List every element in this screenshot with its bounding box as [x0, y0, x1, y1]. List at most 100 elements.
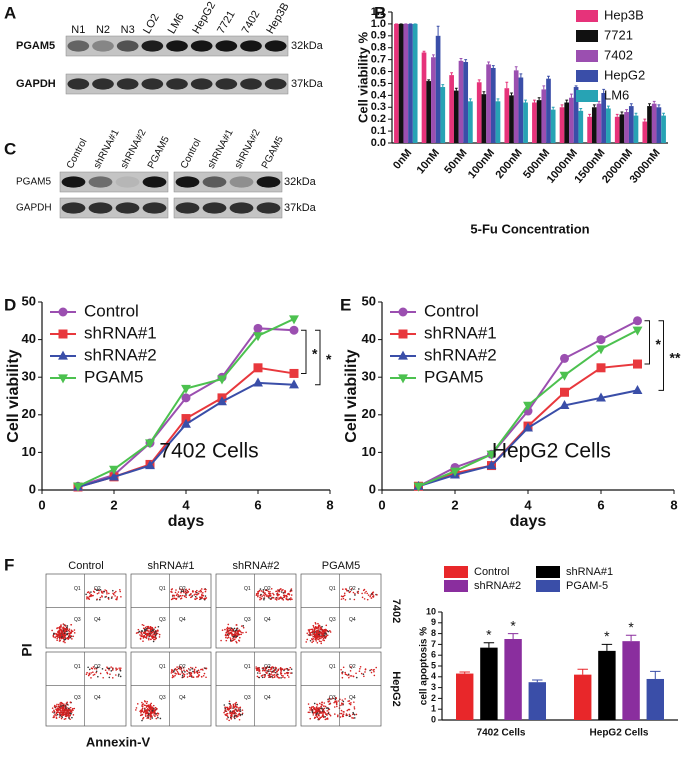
- x-tick-label: 8: [670, 497, 677, 512]
- flow-dot: [147, 627, 150, 630]
- point: [486, 460, 497, 470]
- flow-dot: [65, 709, 68, 712]
- flow-dot: [170, 598, 173, 601]
- flow-dot: [68, 707, 70, 710]
- flow-dot: [375, 666, 378, 669]
- flow-dot: [353, 598, 356, 601]
- flow-dot: [141, 713, 143, 716]
- y-tick-label: 0.5: [371, 77, 386, 89]
- flow-dot: [317, 713, 320, 716]
- flow-dot: [281, 668, 283, 670]
- flow-dot: [261, 674, 264, 677]
- flow-dot: [342, 666, 345, 669]
- flow-dot: [259, 598, 261, 601]
- x-axis-label: days: [510, 513, 547, 530]
- point: [633, 316, 642, 326]
- flow-dot: [373, 674, 376, 677]
- flow-dot: [268, 676, 270, 678]
- flow-dot: [147, 638, 150, 641]
- flow-dot: [142, 624, 145, 627]
- flow-dot: [268, 674, 271, 677]
- blot-band: [256, 202, 281, 214]
- y-tick-label: 50: [22, 293, 36, 308]
- bar: [633, 115, 639, 143]
- flow-dot: [55, 716, 58, 719]
- legend-swatch: [536, 580, 560, 592]
- flow-dot: [315, 640, 318, 642]
- flow-dot: [73, 632, 76, 634]
- flow-dot: [137, 631, 139, 634]
- flow-dot: [235, 640, 237, 643]
- flow-dot: [200, 591, 202, 593]
- flow-dot: [279, 667, 282, 669]
- point: [73, 482, 83, 492]
- flow-dot: [277, 593, 279, 596]
- blot-band: [67, 40, 90, 52]
- flow-dot: [141, 701, 143, 704]
- flow-dot: [326, 634, 329, 636]
- flow-dot: [107, 596, 110, 599]
- bar: [559, 107, 565, 143]
- flow-dot: [150, 711, 153, 714]
- flow-dot: [349, 670, 352, 672]
- flow-dot: [285, 596, 288, 598]
- flow-dot: [231, 639, 234, 642]
- flow-dot: [97, 592, 100, 594]
- flow-dot: [53, 715, 55, 717]
- quadrant-label: Q2: [349, 586, 356, 592]
- significance: *: [656, 336, 662, 352]
- flow-dot: [186, 589, 189, 592]
- flow-dot: [66, 630, 68, 633]
- error-bar: [507, 633, 519, 639]
- flow-dot: [70, 629, 73, 632]
- bar: [546, 78, 551, 143]
- flow-dot: [186, 673, 189, 675]
- flow-dot: [231, 632, 233, 635]
- lane-label: PGAM5: [146, 134, 172, 170]
- flow-dot: [230, 627, 233, 629]
- quadrant-label: Q2: [179, 664, 186, 670]
- size-label: 37kDa: [284, 202, 317, 214]
- flow-dot: [345, 588, 348, 591]
- flow-dot: [98, 589, 100, 592]
- x-tick-label: 3000nM: [628, 147, 663, 186]
- flow-row-label: HepG2: [390, 671, 402, 706]
- flow-dot: [204, 598, 207, 600]
- flow-dot: [233, 709, 236, 711]
- x-tick-label: 4: [524, 497, 532, 512]
- flow-dot: [261, 595, 263, 598]
- lane-label: 7721: [215, 9, 238, 36]
- quadrant-label: Q1: [244, 664, 251, 670]
- point: [450, 467, 460, 477]
- flow-dot: [280, 670, 282, 672]
- bar: [440, 87, 446, 143]
- flow-dot: [90, 677, 92, 679]
- flow-dot: [172, 597, 174, 600]
- flow-dot: [178, 667, 181, 670]
- point: [289, 315, 299, 325]
- blot-band: [61, 176, 86, 188]
- error-bar: [643, 118, 647, 122]
- significance-bracket: [644, 320, 650, 365]
- quadrant-label: Q1: [74, 664, 81, 670]
- blot-band: [175, 202, 200, 214]
- flow-dot: [256, 675, 259, 678]
- flow-dot: [259, 672, 261, 674]
- error-bar: [459, 671, 470, 674]
- flow-dot: [202, 591, 204, 594]
- flow-dot: [104, 596, 106, 598]
- flow-dot: [183, 669, 185, 672]
- flow-dot: [357, 592, 359, 594]
- flow-dot: [193, 670, 196, 673]
- flow-dot: [369, 669, 371, 672]
- flow-dot: [150, 714, 152, 716]
- flow-dot: [280, 674, 283, 677]
- flow-dot: [181, 588, 184, 591]
- flow-dot: [352, 591, 355, 594]
- legend-marker: [398, 329, 408, 339]
- flow-dot: [139, 634, 141, 636]
- flow-dot: [275, 671, 278, 673]
- flow-dot: [269, 670, 272, 672]
- bar: [504, 639, 522, 720]
- flow-dot: [315, 634, 318, 637]
